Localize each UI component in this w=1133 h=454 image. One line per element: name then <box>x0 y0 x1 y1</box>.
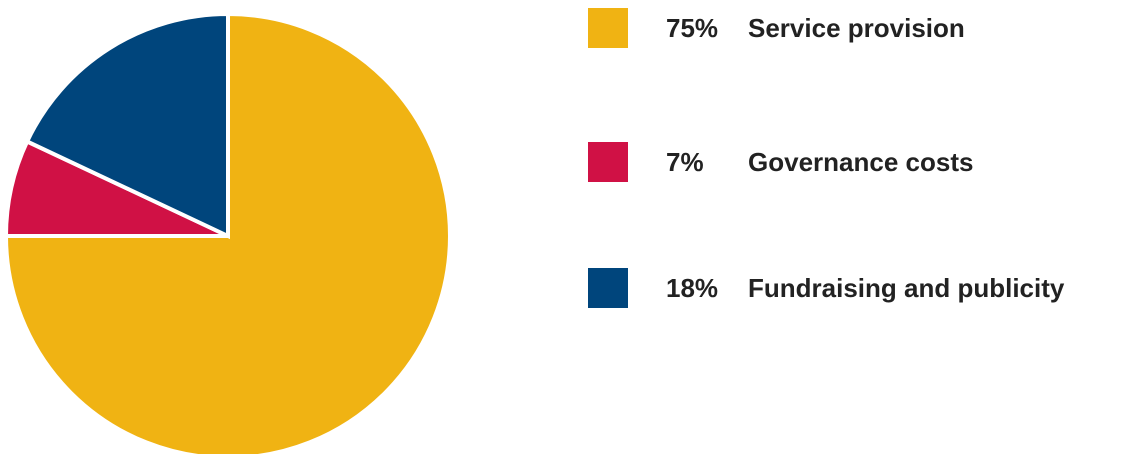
legend-swatch-fundraising-and-publicity <box>588 268 628 308</box>
legend-swatch-service-provision <box>588 8 628 48</box>
pie-slice-fundraising-and-publicity <box>24 11 230 240</box>
legend-percent-fundraising-and-publicity: 18% <box>666 272 719 303</box>
legend-label-governance-costs: Governance costs <box>748 146 974 177</box>
legend-item-fundraising-and-publicity: 18% Fundraising and publicity <box>588 268 1064 308</box>
legend-swatch-governance-costs <box>588 142 628 182</box>
pie-chart <box>3 11 452 454</box>
legend-label-fundraising-and-publicity: Fundraising and publicity <box>748 272 1065 303</box>
legend-item-governance-costs: 7% Governance costs <box>588 142 973 182</box>
pie-slice-service-provision <box>3 11 452 454</box>
legend-item-service-provision: 75% Service provision <box>588 8 965 48</box>
legend-label-service-provision: Service provision <box>748 12 965 43</box>
legend-percent-governance-costs: 7% <box>666 146 704 177</box>
legend-percent-service-provision: 75% <box>666 12 719 43</box>
